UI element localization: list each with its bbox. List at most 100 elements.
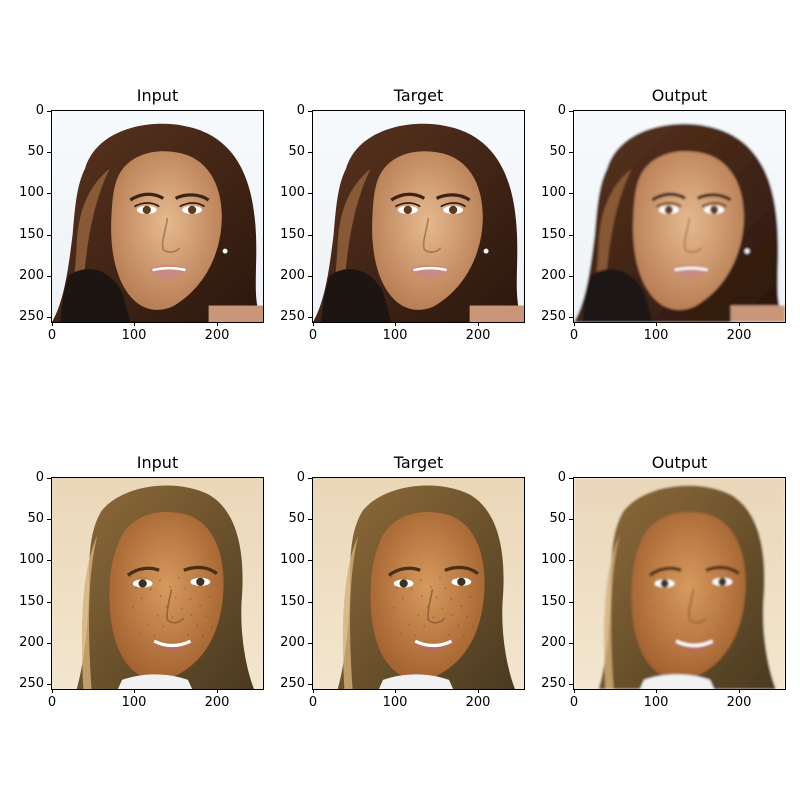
x-tick: [574, 689, 575, 693]
y-tick: [308, 152, 312, 153]
panel-r0-c2: Output 0 50 100 150 200 250 0 100 200: [541, 86, 786, 343]
y-tick-label: 250: [19, 676, 44, 691]
y-tick-label: 200: [280, 635, 305, 650]
y-tick: [569, 684, 573, 685]
y-tick-label: 150: [280, 227, 305, 242]
y-tick-label: 50: [27, 144, 44, 159]
y-tick: [47, 111, 51, 112]
y-tick: [308, 643, 312, 644]
y-tick: [308, 193, 312, 194]
y-tick: [308, 478, 312, 479]
y-tick-label: 150: [19, 227, 44, 242]
panel-title-r1-c2: Output: [651, 453, 708, 472]
x-tick: [395, 689, 396, 693]
y-tick-label: 150: [19, 594, 44, 609]
x-tick-label: 100: [643, 695, 669, 710]
x-tick: [313, 322, 314, 326]
y-tick-label: 0: [296, 103, 305, 118]
x-tick-label: 200: [726, 695, 752, 710]
x-tick-label: 0: [308, 695, 318, 710]
x-tick: [134, 689, 135, 693]
y-tick-label: 100: [541, 185, 566, 200]
face-image-r0-c2: [574, 111, 785, 322]
x-tick-label: 0: [308, 328, 318, 343]
x-tick-label: 100: [382, 328, 408, 343]
y-tick: [308, 111, 312, 112]
x-tick: [217, 322, 218, 326]
face-image-r0-c1: [313, 111, 524, 322]
y-tick: [308, 276, 312, 277]
x-tick: [217, 689, 218, 693]
y-tick-label: 200: [19, 268, 44, 283]
y-tick: [569, 111, 573, 112]
y-tick: [569, 193, 573, 194]
y-tick: [308, 317, 312, 318]
y-tick: [47, 235, 51, 236]
x-tick-label: 0: [569, 328, 579, 343]
x-tick-label: 200: [465, 328, 491, 343]
face-image-r0-c0: [52, 111, 263, 322]
y-tick-label: 0: [296, 470, 305, 485]
panel-r1-c2: Output 0 50 100 150 200 250 0 100 200: [541, 453, 786, 710]
x-tick: [313, 689, 314, 693]
x-tick-label: 100: [643, 328, 669, 343]
y-tick: [569, 276, 573, 277]
y-tick-label: 50: [288, 144, 305, 159]
x-tick: [395, 322, 396, 326]
x-tick-label: 100: [121, 695, 147, 710]
y-tick-label: 100: [280, 552, 305, 567]
y-tick-label: 200: [541, 268, 566, 283]
y-tick-label: 100: [19, 185, 44, 200]
y-tick-label: 0: [35, 470, 44, 485]
y-tick: [569, 152, 573, 153]
x-tick: [52, 322, 53, 326]
y-tick: [47, 193, 51, 194]
x-tick: [656, 689, 657, 693]
y-tick: [47, 602, 51, 603]
face-image-r1-c1: [313, 478, 524, 689]
panel-r1-c0: Input 0 50 100 150 200 250 0 100 200: [19, 453, 264, 710]
x-tick-label: 200: [204, 695, 230, 710]
y-tick-label: 50: [27, 511, 44, 526]
y-tick-label: 0: [557, 103, 566, 118]
x-tick: [739, 322, 740, 326]
y-tick-label: 150: [541, 594, 566, 609]
y-tick: [308, 684, 312, 685]
y-tick-label: 100: [541, 552, 566, 567]
y-tick: [308, 519, 312, 520]
y-tick-label: 0: [35, 103, 44, 118]
y-tick-label: 250: [541, 676, 566, 691]
y-tick: [47, 317, 51, 318]
y-tick-label: 50: [549, 511, 566, 526]
y-tick: [47, 152, 51, 153]
y-tick-label: 150: [280, 594, 305, 609]
y-tick: [569, 519, 573, 520]
x-tick: [739, 689, 740, 693]
y-tick-label: 250: [19, 309, 44, 324]
x-tick-label: 0: [47, 328, 57, 343]
face-image-r1-c2: [574, 478, 785, 689]
y-tick: [569, 560, 573, 561]
x-tick: [478, 322, 479, 326]
y-tick-label: 200: [280, 268, 305, 283]
y-tick-label: 100: [280, 185, 305, 200]
panel-title-r0-c1: Target: [393, 86, 444, 105]
y-tick: [47, 276, 51, 277]
y-tick: [569, 478, 573, 479]
y-tick-label: 250: [280, 676, 305, 691]
y-tick: [47, 560, 51, 561]
y-tick-label: 150: [541, 227, 566, 242]
x-tick-label: 200: [465, 695, 491, 710]
y-tick: [47, 519, 51, 520]
panel-title-r0-c0: Input: [136, 86, 179, 105]
y-tick-label: 100: [19, 552, 44, 567]
y-tick-label: 250: [541, 309, 566, 324]
panel-r0-c0: Input 0 50 100 150 200 250 0 100 200: [19, 86, 264, 343]
y-tick-label: 200: [541, 635, 566, 650]
y-tick: [47, 684, 51, 685]
y-tick-label: 50: [288, 511, 305, 526]
face-image-r1-c0: [52, 478, 263, 689]
y-tick: [569, 602, 573, 603]
x-tick-label: 200: [204, 328, 230, 343]
panel-title-r1-c0: Input: [136, 453, 179, 472]
